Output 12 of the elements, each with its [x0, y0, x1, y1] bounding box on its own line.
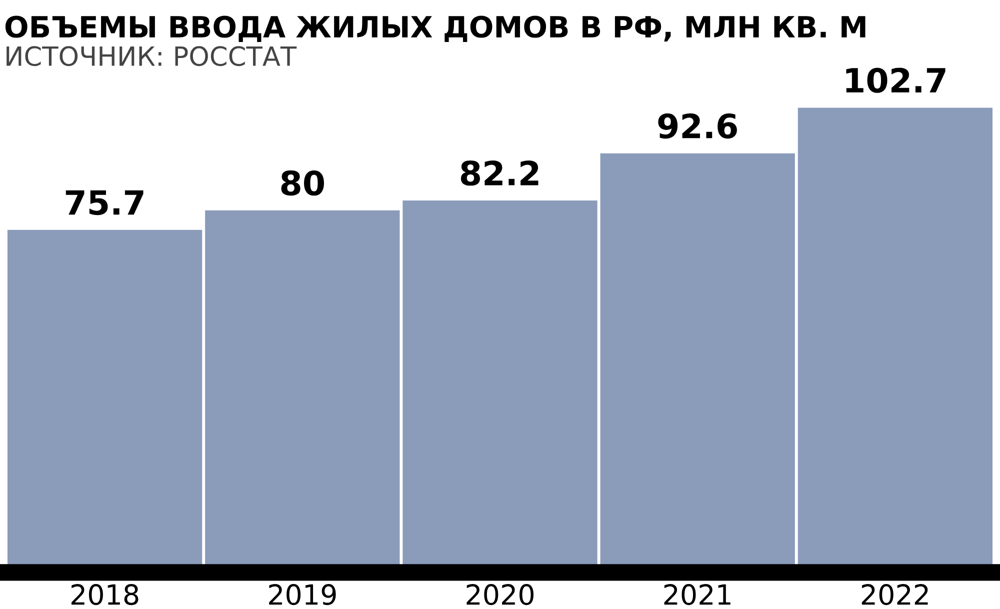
x-tick-label: 2022 — [862, 584, 928, 606]
x-tick-label: 2020 — [466, 584, 534, 606]
data-label: 82.2 — [460, 160, 538, 186]
x-tick-label: 2018 — [71, 584, 138, 606]
chart-title: ОБЪЕМЫ ВВОДА ЖИЛЫХ ДОМОВ В РФ, МЛН КВ. М — [5, 16, 866, 42]
x-tick-label: 2021 — [664, 584, 730, 606]
data-label: 75.7 — [66, 190, 144, 216]
data-label: 102.7 — [846, 68, 946, 93]
x-tick-label: 2019 — [269, 584, 336, 606]
text: ИСТОЧНИК: РОССТАТ — [6, 46, 297, 66]
data-label: 92.6 — [658, 113, 737, 139]
data-label: 80 — [281, 170, 324, 196]
